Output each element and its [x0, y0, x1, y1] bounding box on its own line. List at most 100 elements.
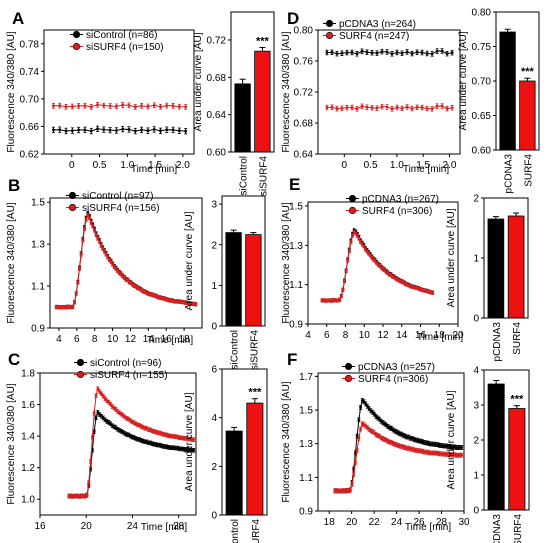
- plot-frame: [49, 197, 203, 329]
- data-point: [325, 51, 329, 54]
- data-point: [405, 105, 409, 109]
- panel-B2: 0 1 2 3 Area under curve [AU] siControl siSURF…: [184, 195, 266, 370]
- y-tick-label: 0.75: [472, 42, 492, 53]
- data-point: [410, 107, 414, 110]
- legend-label: siControl (n=97): [82, 191, 153, 202]
- y-tick-label: 0.72: [294, 88, 314, 99]
- data-point: [445, 107, 449, 111]
- data-point: [184, 129, 188, 133]
- category-label: pCDNA3: [492, 514, 503, 543]
- x-tick-label: 16: [161, 334, 173, 345]
- data-point: [89, 105, 93, 109]
- data-point: [64, 105, 68, 109]
- data-point: [184, 105, 188, 109]
- data-point: [355, 107, 359, 111]
- data-point: [372, 431, 376, 435]
- legend-label: siSURF4 (n=150): [86, 42, 164, 53]
- data-point: [165, 128, 169, 132]
- data-point: [351, 234, 354, 237]
- data-point: [92, 411, 96, 415]
- y-tick-label: 0.65: [472, 111, 492, 122]
- y-tick-label: 0.70: [472, 77, 492, 88]
- data-point: [390, 107, 394, 111]
- data-point: [370, 106, 374, 110]
- data-point: [362, 400, 366, 404]
- data-point: [89, 129, 93, 133]
- data-point: [330, 105, 334, 109]
- data-point: [345, 51, 349, 55]
- legend-marker: [344, 362, 353, 371]
- x-tick-label: 1.0: [120, 160, 134, 171]
- x-tick-label: 0: [69, 160, 75, 171]
- data-point: [100, 392, 103, 396]
- data-point: [340, 106, 344, 110]
- data-point: [52, 104, 55, 108]
- y-tick-label: 1.5: [31, 198, 45, 209]
- data-point: [367, 407, 371, 411]
- y-tick-label: 6: [211, 365, 217, 376]
- data-point: [415, 50, 419, 54]
- bar: [225, 430, 243, 516]
- data-point: [375, 51, 379, 55]
- data-point: [58, 128, 62, 132]
- y-axis-label: Fluorescence 340/380 [AU]: [6, 31, 17, 152]
- data-point: [159, 129, 162, 133]
- plot-frame: [307, 201, 459, 325]
- y-axis-label: Area under curve [AU]: [184, 211, 195, 310]
- x-tick-label: 20: [81, 521, 93, 532]
- data-point: [107, 258, 111, 262]
- legend-marker: [344, 374, 353, 383]
- data-point: [350, 483, 354, 487]
- data-point: [88, 216, 91, 220]
- data-point: [420, 51, 424, 54]
- data-point: [335, 52, 339, 56]
- bar: [225, 232, 242, 327]
- x-tick-label: 24: [127, 521, 139, 532]
- data-point: [344, 269, 348, 273]
- legend-label: pCDNA3 (n=267): [362, 194, 439, 205]
- x-tick-label: 4: [305, 330, 311, 341]
- category-label: pCDNA3: [504, 154, 515, 194]
- x-tick-label: 22: [369, 517, 381, 528]
- data-point: [371, 410, 374, 414]
- panel-label: F: [287, 350, 297, 369]
- data-point: [126, 278, 130, 282]
- x-tick-label: 10: [107, 334, 119, 345]
- data-point: [355, 434, 359, 438]
- data-point: [341, 288, 345, 292]
- data-point: [359, 427, 362, 431]
- data-point: [357, 436, 361, 440]
- panel-A: A 0 0.5 1.0 1.5 2.0 0.62 0.66 0.70 0.74 0.78 Time […: [6, 9, 195, 175]
- data-point: [140, 128, 143, 132]
- data-point: [94, 394, 98, 398]
- y-tick-label: 0: [473, 314, 479, 325]
- panel-label: A: [12, 9, 24, 28]
- data-point: [177, 129, 181, 133]
- data-point: [415, 105, 419, 109]
- x-tick-label: 26: [414, 517, 426, 528]
- data-point: [100, 414, 103, 418]
- x-tick-label: 28: [436, 517, 448, 528]
- legend-marker: [76, 358, 85, 367]
- y-tick-label: 1: [211, 281, 217, 292]
- data-point: [440, 49, 444, 53]
- y-axis-label: Fluorescence 340/380 [AU]: [6, 202, 17, 323]
- y-tick-label: 0: [211, 322, 217, 333]
- y-tick-label: 0.60: [207, 148, 227, 159]
- y-tick-label: 1.3: [289, 241, 303, 252]
- data-point: [93, 229, 96, 232]
- data-point: [76, 281, 80, 284]
- data-point: [445, 52, 449, 56]
- data-point: [70, 105, 74, 108]
- y-axis-label: Area under curve [AU]: [446, 208, 457, 307]
- data-point: [343, 279, 346, 283]
- y-tick-label: 1.6: [21, 400, 35, 411]
- data-point: [354, 461, 357, 465]
- x-axis-label: Time [min]: [141, 522, 188, 533]
- data-point: [94, 416, 98, 420]
- x-tick-label: 1.5: [148, 160, 162, 171]
- bar: [246, 402, 264, 516]
- data-point: [355, 52, 359, 56]
- data-point: [140, 104, 143, 108]
